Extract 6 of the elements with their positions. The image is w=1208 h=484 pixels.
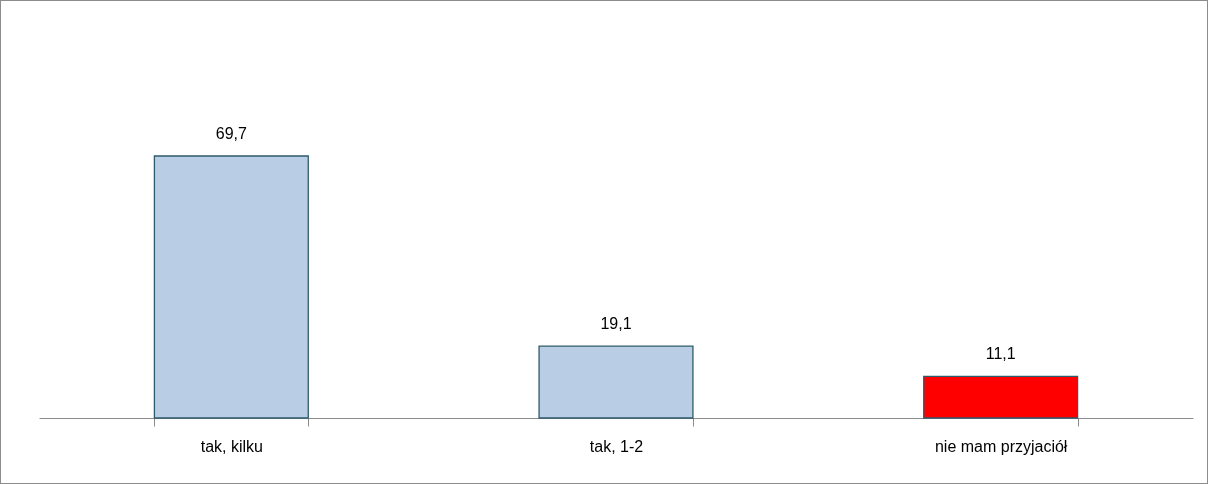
- x-tick-label: tak, kilku: [200, 437, 263, 455]
- data-label: 11,1: [985, 345, 1016, 363]
- data-label: 19,1: [600, 315, 632, 333]
- x-tick-label: nie mam przyjaciół: [934, 437, 1068, 455]
- data-label: 69,7: [215, 125, 248, 142]
- x-tick-label: tak, 1-2: [589, 437, 644, 455]
